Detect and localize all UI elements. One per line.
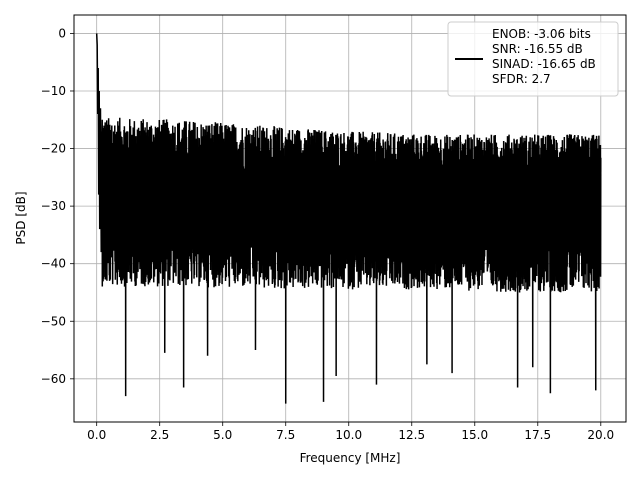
x-tick-label: 20.0 [587, 428, 614, 442]
y-tick-label: 0 [58, 26, 66, 40]
psd-trace [95, 33, 602, 404]
legend-entry-snr: SNR: -16.55 dB [492, 42, 583, 56]
x-tick-label: 15.0 [461, 428, 488, 442]
x-tick-label: 10.0 [335, 428, 362, 442]
legend-entry-enob: ENOB: -3.06 bits [492, 27, 591, 41]
y-tick-label: −20 [41, 142, 66, 156]
y-axis-ticks: 0 −10 −20 −30 −40 −50 −60 [41, 26, 74, 386]
y-axis-label: PSD [dB] [14, 191, 28, 244]
legend-entry-sinad: SINAD: -16.65 dB [492, 57, 596, 71]
x-tick-label: 0.0 [87, 428, 106, 442]
y-tick-label: −60 [41, 372, 66, 386]
legend-box [447, 21, 619, 97]
y-tick-label: −10 [41, 84, 66, 98]
x-tick-label: 17.5 [524, 428, 551, 442]
y-tick-label: −40 [41, 257, 66, 271]
x-axis-label: Frequency [MHz] [300, 451, 401, 465]
legend: ENOB: -3.06 bits SNR: -16.55 dB SINAD: -… [447, 21, 619, 97]
x-tick-label: 12.5 [398, 428, 425, 442]
x-axis-ticks: 0.0 2.5 5.0 7.5 10.0 12.5 15.0 17.5 20.0 [87, 422, 614, 442]
y-tick-label: −50 [41, 314, 66, 328]
x-tick-label: 2.5 [150, 428, 169, 442]
psd-series-line [95, 33, 602, 404]
plot-frame [73, 14, 627, 423]
x-tick-label: 7.5 [276, 428, 295, 442]
y-tick-label: −30 [41, 199, 66, 213]
legend-entry-sfdr: SFDR: 2.7 [492, 72, 551, 86]
x-tick-label: 5.0 [213, 428, 232, 442]
